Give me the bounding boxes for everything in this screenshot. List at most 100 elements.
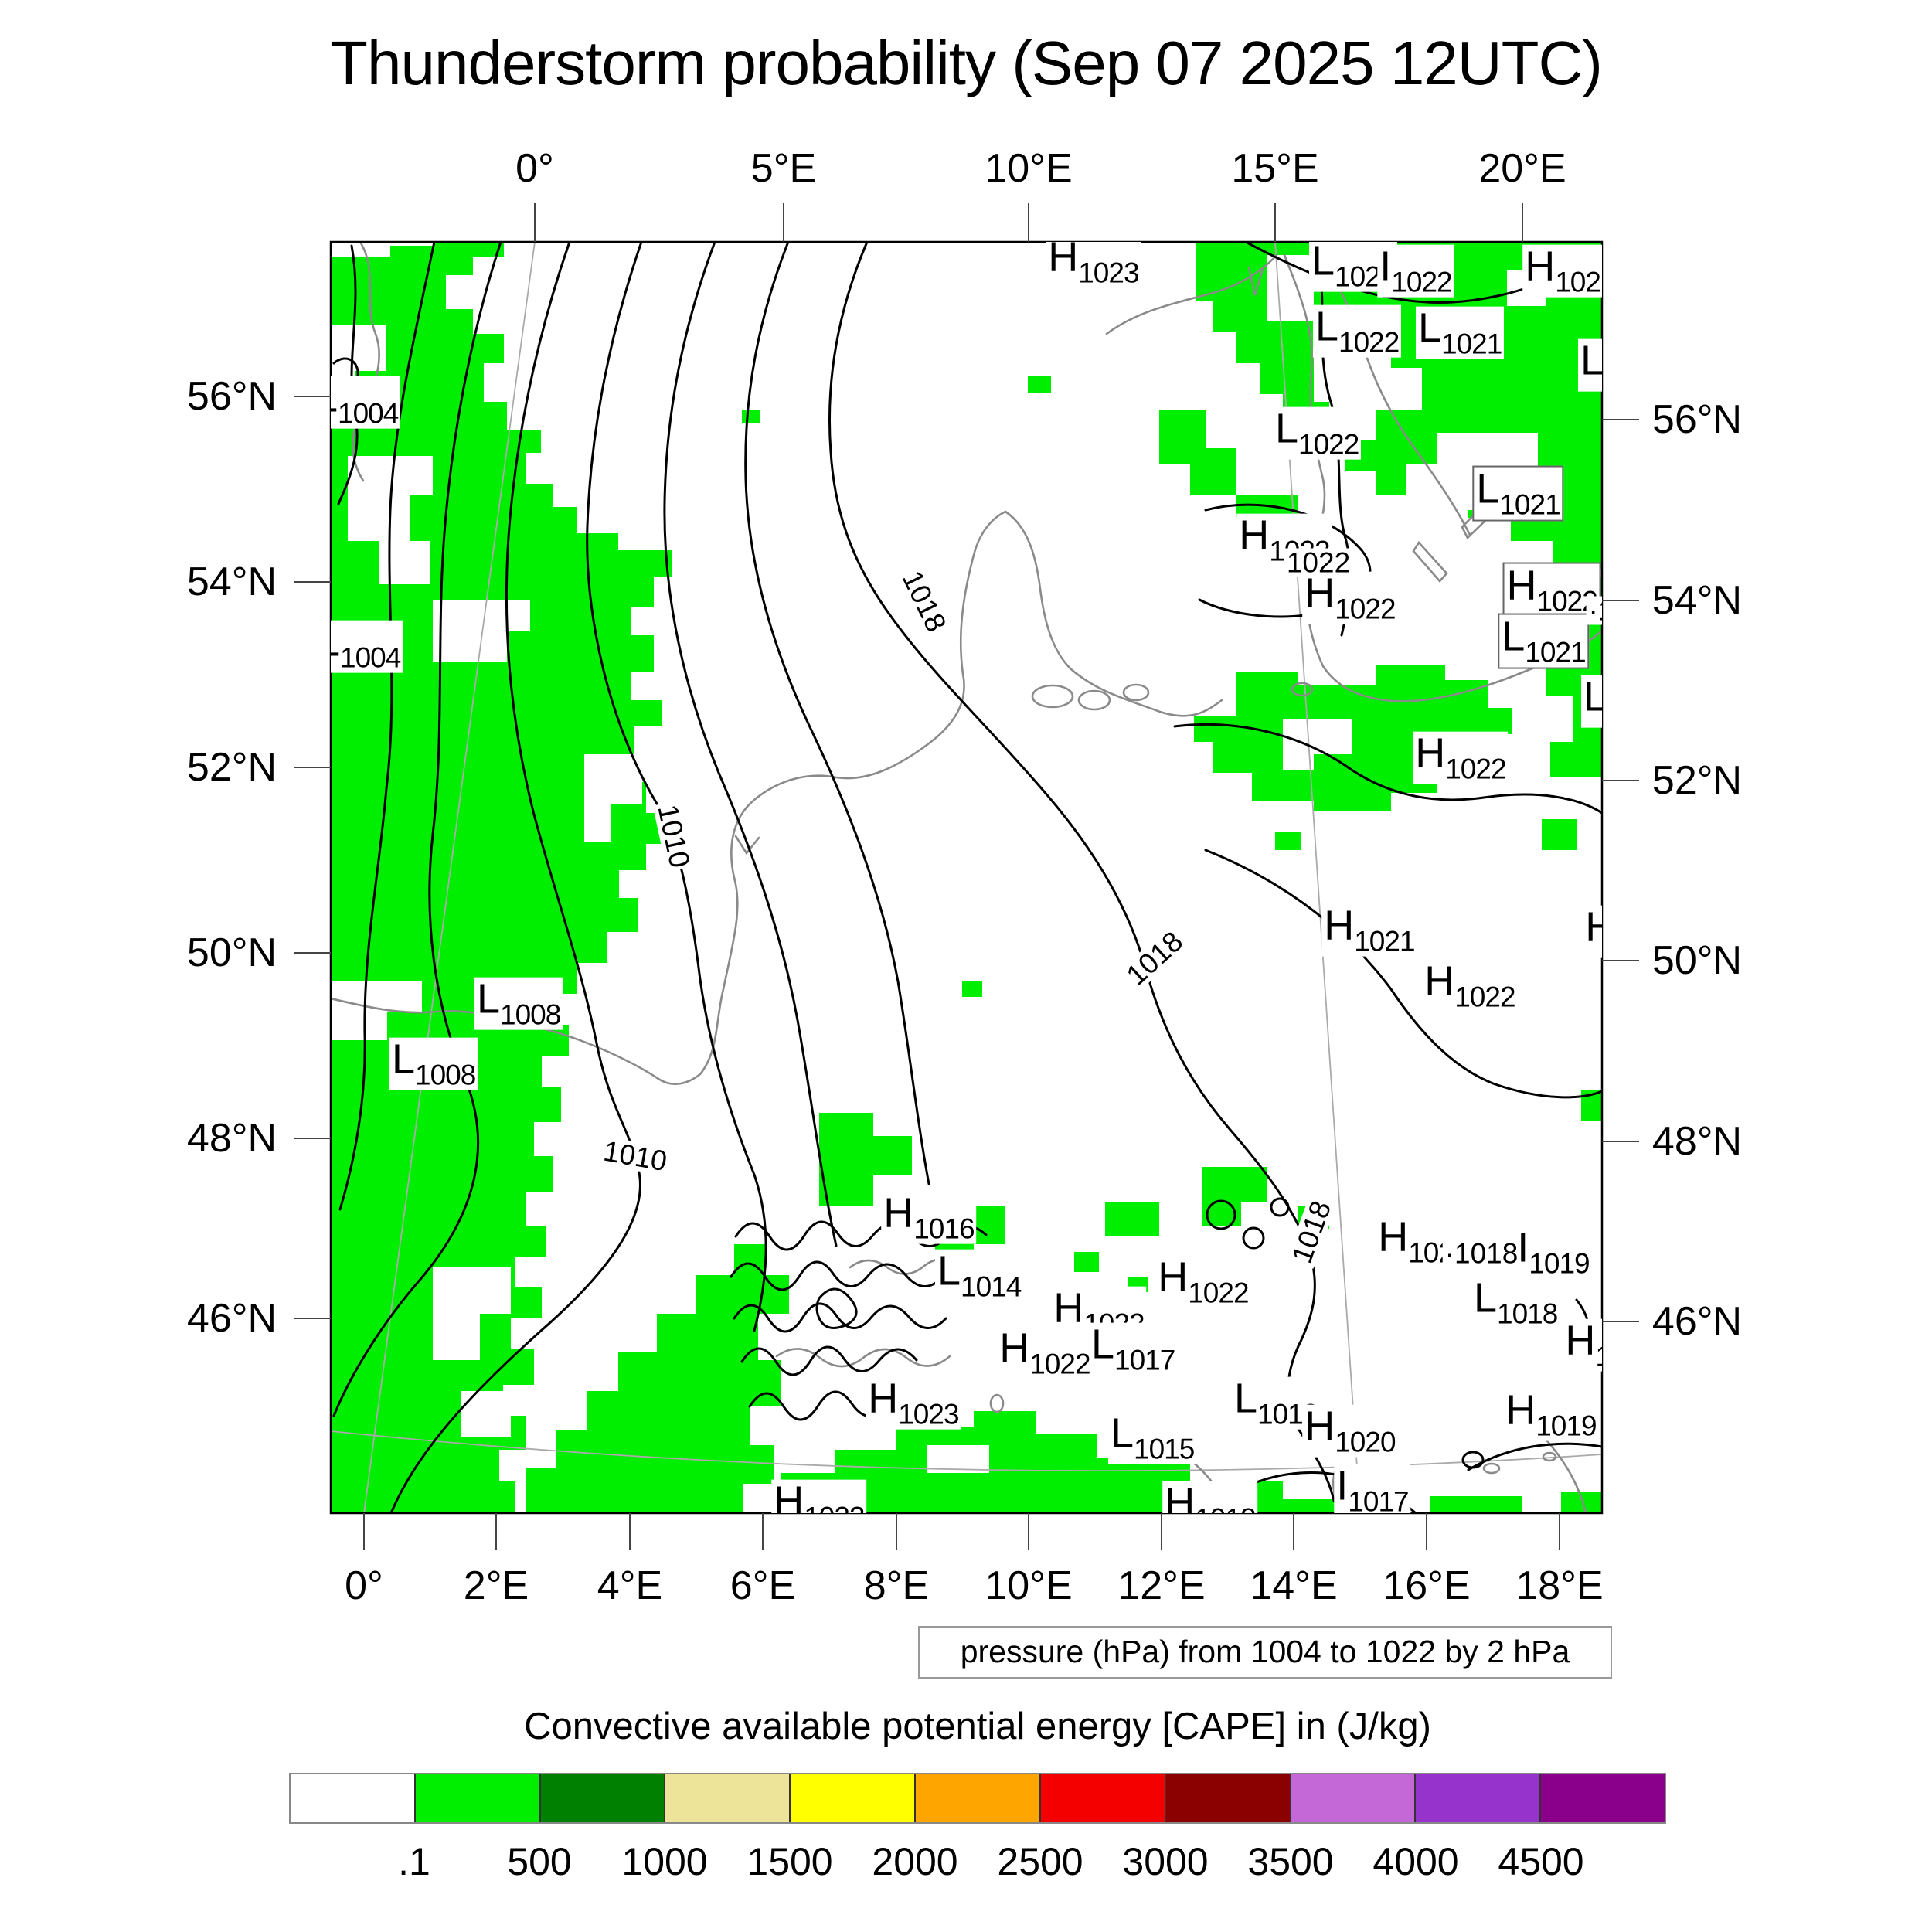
colorbar-cell <box>1289 1774 1415 1822</box>
colorbar-title: Convective available potential energy [C… <box>524 1706 1431 1747</box>
colorbar-cell <box>291 1774 414 1822</box>
colorbar-cell <box>914 1774 1039 1822</box>
contour-value-label: 1010 <box>599 1135 672 1177</box>
contour-value-label: 1010 <box>651 799 696 873</box>
colorbar-tick-label: 1500 <box>747 1840 833 1883</box>
pressure-center-label: L1021 <box>1472 465 1564 522</box>
lat-tick-label-right: 46°N <box>1651 1299 1743 1344</box>
pressure-center-label: I1019 <box>1515 1226 1592 1279</box>
pressure-center-label: L1022 <box>1272 406 1362 460</box>
lat-tick-label-left: 50°N <box>186 930 277 975</box>
pressure-center-label: H1016 <box>881 1191 977 1244</box>
page-title: Thunderstorm probability (Sep 07 2025 12… <box>330 29 1603 97</box>
colorbar-cell <box>1039 1774 1165 1822</box>
contour-value-label: 1022 <box>1284 548 1353 577</box>
lon-tick-label-top: 0° <box>515 146 554 191</box>
pressure-center-label: H1019 <box>1503 1388 1599 1441</box>
colorbar-tick-label: 500 <box>507 1840 572 1883</box>
colorbar-tick-labels: .1 500 1000 1500 2000 2500 3000 3500 4000 4500 <box>289 1839 1666 1886</box>
pressure-center-label: L1021 <box>1498 613 1590 669</box>
pressure-center-label: L1018 <box>1471 1276 1560 1329</box>
lon-tick-label-bottom: 12°E <box>1117 1563 1206 1608</box>
lat-tick-label-left: 46°N <box>186 1296 277 1341</box>
lat-tick-label-left: 52°N <box>186 745 277 790</box>
pressure-center-label: H1022 <box>1155 1255 1251 1308</box>
colorbar-tick-label: 1000 <box>621 1840 708 1883</box>
pressure-center-label: L1021 <box>1415 306 1505 359</box>
lat-tick-label-right: 56°N <box>1651 397 1743 442</box>
contour-value-label: ·1 <box>1586 596 1602 625</box>
lon-tick-label-top: 20°E <box>1478 146 1566 191</box>
colorbar-cell <box>789 1774 915 1822</box>
lon-tick-label-bottom: 6°E <box>730 1563 796 1608</box>
pressure-center-label: I1017 <box>1334 1464 1411 1513</box>
lat-tick-label-left: 56°N <box>186 374 277 419</box>
contour-value-label: 1018 <box>1119 924 1190 992</box>
colorbar-tick-label: 4000 <box>1372 1840 1459 1883</box>
contour-value-label: 1018 <box>1286 1195 1337 1269</box>
colorbar-cell <box>1414 1774 1540 1822</box>
map-border <box>329 240 1604 1515</box>
lat-tick-label-left: 48°N <box>186 1116 277 1161</box>
lon-tick-label-top: 10°E <box>985 146 1073 191</box>
pressure-caption: pressure (hPa) from 1004 to 1022 by 2 hP… <box>918 1626 1612 1679</box>
colorbar-cell <box>1539 1774 1665 1822</box>
pressure-center-label: L1008 <box>389 1037 478 1090</box>
lon-tick-label-bottom: 8°E <box>863 1563 930 1608</box>
pressure-center-label: H1022 <box>1413 731 1509 784</box>
lon-tick-label-top: 5°E <box>750 146 817 191</box>
colorbar-cell <box>413 1774 539 1822</box>
pressure-center-label: L1004 <box>331 376 401 429</box>
lon-tick-label-bottom: 2°E <box>463 1563 529 1608</box>
lon-tick-label-top: 15°E <box>1231 146 1319 191</box>
colorbar-tick-label: 4500 <box>1498 1840 1584 1883</box>
pressure-center-label: L1014 <box>934 1249 1024 1302</box>
lon-tick-label-bottom: 18°E <box>1515 1563 1604 1608</box>
pressure-center-label: H1023 <box>866 1376 961 1430</box>
pressure-center-label: H1022 <box>1583 905 1602 958</box>
axis-ticks <box>294 203 1639 1550</box>
pressure-center-label: I1022 <box>1377 244 1454 298</box>
cape-colorbar <box>289 1773 1666 1824</box>
pressure-center-label: L1004 <box>331 620 403 673</box>
pressure-center-label: H1022 <box>1522 244 1602 298</box>
colorbar-tick-label: 2500 <box>997 1840 1083 1883</box>
lon-tick-label-bottom: 4°E <box>597 1563 663 1608</box>
colorbar-cell <box>539 1774 665 1822</box>
lat-tick-label-right: 54°N <box>1651 578 1743 623</box>
pressure-center-label: H1021 <box>1321 903 1417 957</box>
lat-tick-label-left: 54°N <box>186 560 277 604</box>
pressure-center-label: H1023 <box>771 1479 867 1513</box>
lat-tick-label-right: 50°N <box>1651 938 1743 983</box>
pressure-center-label: L1008 <box>474 977 563 1030</box>
lat-tick-label-right: 48°N <box>1651 1119 1743 1164</box>
lon-tick-label-bottom: 10°E <box>985 1563 1073 1608</box>
pressure-center-label: L1017 <box>1088 1322 1178 1376</box>
lon-tick-label-bottom: 0° <box>345 1563 383 1608</box>
pressure-center-label: L1022 <box>1580 675 1602 728</box>
pressure-center-label: H1020 <box>1302 1404 1398 1458</box>
pressure-center-label: L1021 <box>1577 338 1602 392</box>
lon-tick-label-bottom: 16°E <box>1383 1563 1471 1608</box>
colorbar-tick-label: 3500 <box>1247 1840 1334 1883</box>
contour-value-label: 1018 <box>896 564 953 638</box>
pressure-center-label: L1022 <box>1312 304 1402 358</box>
lon-tick-label-bottom: 14°E <box>1250 1563 1338 1608</box>
pressure-center-label: L1015 <box>1107 1411 1197 1464</box>
pressure-center-label: H1022 <box>997 1326 1093 1379</box>
colorbar-cell <box>664 1774 790 1822</box>
isobar-layer <box>331 242 1602 1513</box>
pressure-center-label: H1023 <box>1046 242 1141 288</box>
lat-tick-label-right: 52°N <box>1651 758 1743 803</box>
contour-value-label: ·1018 <box>1442 1239 1521 1268</box>
colorbar-tick-label: .1 <box>398 1840 430 1883</box>
colorbar-tick-label: 2000 <box>872 1840 958 1883</box>
colorbar-cell <box>1164 1774 1290 1822</box>
pressure-center-label: H1022 <box>1422 959 1518 1012</box>
pressure-markers-layer: H1023L1022I1022H1022L1022L1021L1021L1022… <box>331 242 1602 1513</box>
colorbar-tick-label: 3000 <box>1122 1840 1209 1883</box>
pressure-center-label: H1022 <box>1302 571 1398 624</box>
pressure-center-label: H101 <box>1563 1318 1602 1372</box>
